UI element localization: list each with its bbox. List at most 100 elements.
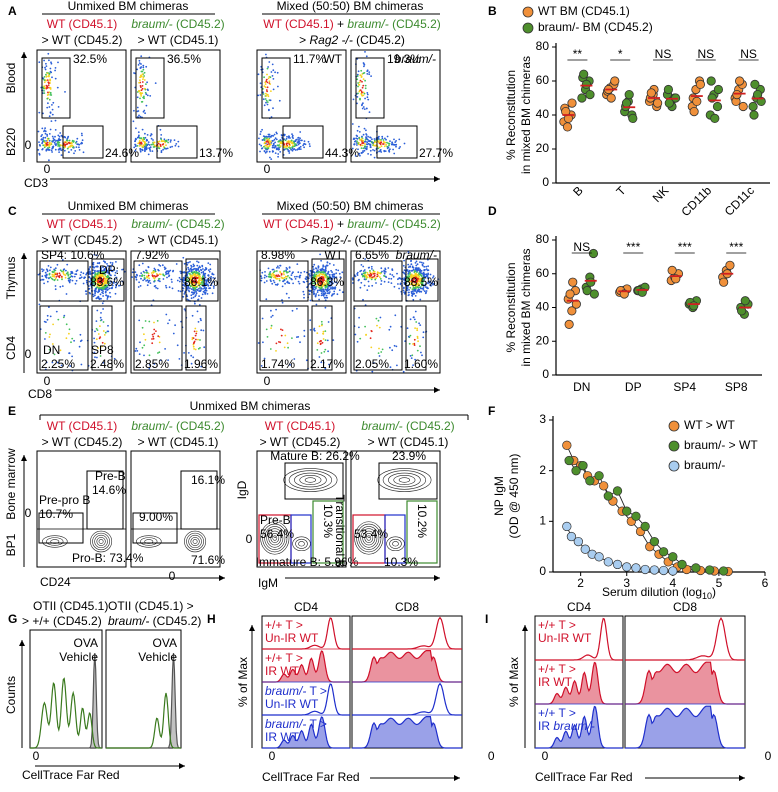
data-point bbox=[594, 471, 604, 481]
cell-dot bbox=[93, 341, 96, 344]
cell-dot bbox=[265, 328, 268, 331]
label: 0 bbox=[765, 749, 772, 763]
cell-dot bbox=[138, 140, 141, 143]
cell-dot bbox=[105, 266, 108, 268]
data-point bbox=[719, 277, 729, 287]
cell-dot bbox=[287, 148, 289, 151]
header-line: +/+ T > bbox=[265, 651, 303, 665]
cell-dot bbox=[261, 128, 263, 131]
cell-dot bbox=[142, 76, 145, 79]
arrow-head bbox=[21, 455, 27, 461]
cell-dot bbox=[209, 268, 212, 271]
cell-dot bbox=[53, 141, 56, 144]
cell-dot bbox=[92, 295, 95, 298]
cell-dot bbox=[270, 276, 272, 278]
cell-dot bbox=[48, 272, 51, 275]
y-tick-label: 20 bbox=[536, 333, 550, 347]
cell-dot bbox=[96, 262, 99, 265]
cell-dot bbox=[362, 140, 365, 143]
cell-dot bbox=[51, 147, 54, 150]
cell-dot bbox=[41, 275, 44, 278]
header-line: braum/- (CD45.2) bbox=[131, 217, 224, 231]
cell-dot bbox=[188, 290, 191, 293]
cell-dot bbox=[59, 349, 62, 352]
histogram bbox=[625, 705, 745, 749]
cell-dot bbox=[71, 279, 74, 282]
cell-dot bbox=[278, 278, 281, 280]
cell-dot bbox=[263, 76, 265, 79]
cell-dot bbox=[80, 132, 83, 135]
data-point bbox=[658, 547, 669, 557]
cell-dot bbox=[312, 268, 315, 271]
cell-dot bbox=[286, 268, 289, 270]
cell-dot bbox=[275, 308, 277, 311]
cell-dot bbox=[69, 365, 72, 367]
text-part: +/+ T > bbox=[265, 651, 303, 665]
cell-dot bbox=[267, 147, 270, 150]
cell-dot bbox=[362, 106, 365, 108]
cell-dot bbox=[364, 146, 367, 148]
cell-dot bbox=[144, 142, 146, 145]
cell-dot bbox=[325, 294, 328, 297]
cell-dot bbox=[49, 112, 52, 114]
text-part: IR WT bbox=[265, 664, 300, 678]
frame bbox=[36, 49, 127, 163]
cell-dot bbox=[84, 276, 86, 279]
cell-dot bbox=[157, 268, 160, 271]
cell-dot bbox=[150, 143, 153, 146]
x-tick-label: NK bbox=[650, 183, 672, 205]
cell-dot bbox=[190, 294, 193, 297]
cell-dot bbox=[61, 278, 63, 281]
cell-dot bbox=[146, 276, 148, 279]
cell-dot bbox=[327, 321, 330, 323]
cell-dot bbox=[288, 150, 291, 152]
cell-dot bbox=[146, 139, 149, 142]
label: Thymus bbox=[4, 257, 18, 300]
cell-dot bbox=[135, 278, 138, 281]
cell-dot bbox=[176, 344, 179, 347]
cell-dot bbox=[143, 109, 146, 112]
cell-dot bbox=[164, 141, 167, 144]
cell-dot bbox=[388, 328, 391, 331]
cell-dot bbox=[148, 320, 151, 323]
cell-dot bbox=[80, 271, 83, 274]
data-point bbox=[585, 476, 595, 486]
legend-label: braum/- > WT bbox=[684, 438, 758, 452]
legend-label: WT > WT bbox=[684, 418, 735, 432]
cell-dot bbox=[136, 350, 139, 352]
cell-dot bbox=[360, 281, 363, 284]
cell-dot bbox=[191, 314, 194, 317]
cell-dot bbox=[391, 349, 394, 352]
cell-dot bbox=[62, 316, 65, 319]
text-part: Un-IR WT bbox=[538, 631, 592, 645]
cell-dot bbox=[361, 107, 364, 110]
cell-dot bbox=[356, 140, 358, 143]
cell-dot bbox=[149, 134, 152, 137]
cell-dot bbox=[49, 70, 52, 73]
cell-dot bbox=[280, 134, 283, 136]
cell-dot bbox=[391, 269, 394, 271]
cell-dot bbox=[44, 79, 47, 82]
cell-dot bbox=[388, 277, 390, 280]
cell-dot bbox=[148, 277, 151, 280]
cell-dot bbox=[145, 269, 147, 272]
cell-dot bbox=[317, 272, 319, 274]
cell-dot bbox=[296, 138, 298, 141]
cell-dot bbox=[298, 146, 301, 149]
cell-dot bbox=[197, 269, 200, 271]
y-axis-label: % Reconstitution bbox=[504, 262, 518, 352]
frame bbox=[36, 250, 127, 374]
frame bbox=[130, 49, 221, 163]
cell-dot bbox=[46, 72, 49, 75]
cell-dot bbox=[71, 337, 74, 340]
arrow-head bbox=[454, 775, 460, 781]
cell-dot bbox=[94, 269, 96, 272]
cell-dot bbox=[323, 350, 326, 353]
cell-dot bbox=[272, 78, 275, 80]
cell-dot bbox=[388, 150, 391, 153]
cell-dot bbox=[267, 275, 270, 278]
cell-dot bbox=[419, 271, 422, 273]
cell-dot bbox=[273, 133, 276, 136]
cell-dot bbox=[302, 144, 304, 147]
cell-dot bbox=[379, 272, 382, 275]
